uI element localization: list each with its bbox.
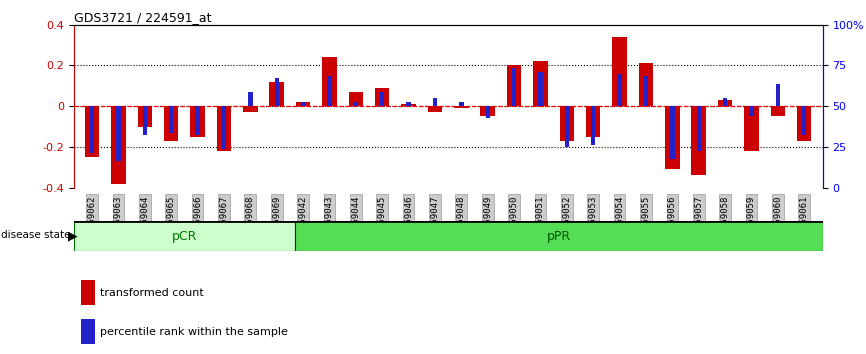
Bar xyxy=(111,106,126,183)
Bar xyxy=(565,106,569,147)
Bar xyxy=(771,106,785,116)
Bar xyxy=(81,319,94,344)
Bar xyxy=(85,106,100,157)
Bar xyxy=(454,106,469,108)
Bar xyxy=(375,88,390,106)
Text: GDS3721 / 224591_at: GDS3721 / 224591_at xyxy=(74,11,211,24)
Bar xyxy=(191,106,205,137)
Text: percentile rank within the sample: percentile rank within the sample xyxy=(100,327,288,337)
Bar xyxy=(459,102,463,106)
Bar xyxy=(428,106,443,112)
Bar xyxy=(143,106,147,135)
Bar xyxy=(164,106,178,141)
Bar xyxy=(696,106,701,151)
Bar xyxy=(691,106,706,176)
Text: pCR: pCR xyxy=(171,230,197,243)
Bar xyxy=(196,106,200,135)
Text: ▶: ▶ xyxy=(68,229,78,242)
Bar xyxy=(539,72,543,106)
Text: disease state: disease state xyxy=(1,230,70,240)
Bar xyxy=(138,106,152,127)
Bar xyxy=(249,92,253,106)
Bar xyxy=(406,102,410,106)
Bar xyxy=(643,76,648,106)
Bar xyxy=(380,92,385,106)
Bar xyxy=(90,106,94,153)
Bar xyxy=(401,104,416,106)
Text: pPR: pPR xyxy=(546,230,571,243)
Bar xyxy=(802,106,806,135)
Bar xyxy=(296,102,310,106)
Bar xyxy=(81,280,94,305)
Bar xyxy=(216,106,231,151)
Bar xyxy=(222,106,226,149)
Bar xyxy=(612,37,627,106)
Bar xyxy=(533,62,547,106)
Bar xyxy=(327,76,332,106)
Bar xyxy=(74,221,295,251)
Bar xyxy=(322,57,337,106)
Bar xyxy=(639,63,653,106)
Bar xyxy=(718,100,733,106)
Bar xyxy=(275,78,279,106)
Bar xyxy=(670,106,675,159)
Bar xyxy=(723,98,727,106)
Bar xyxy=(591,106,596,145)
Bar xyxy=(486,106,490,118)
Bar xyxy=(169,106,173,133)
Bar xyxy=(481,106,495,116)
Bar xyxy=(559,106,574,141)
Bar xyxy=(744,106,759,151)
Bar xyxy=(433,98,437,106)
Bar xyxy=(776,84,780,106)
Text: transformed count: transformed count xyxy=(100,288,204,298)
Bar xyxy=(665,106,680,169)
Bar xyxy=(797,106,811,141)
Bar xyxy=(617,74,622,106)
Bar xyxy=(586,106,600,137)
Bar xyxy=(512,68,516,106)
Bar xyxy=(507,65,521,106)
Bar xyxy=(749,106,753,116)
Bar xyxy=(353,102,358,106)
Bar xyxy=(349,92,363,106)
Bar xyxy=(243,106,257,112)
Bar xyxy=(269,82,284,106)
Bar xyxy=(301,102,305,106)
Bar xyxy=(295,221,823,251)
Bar xyxy=(116,106,120,161)
